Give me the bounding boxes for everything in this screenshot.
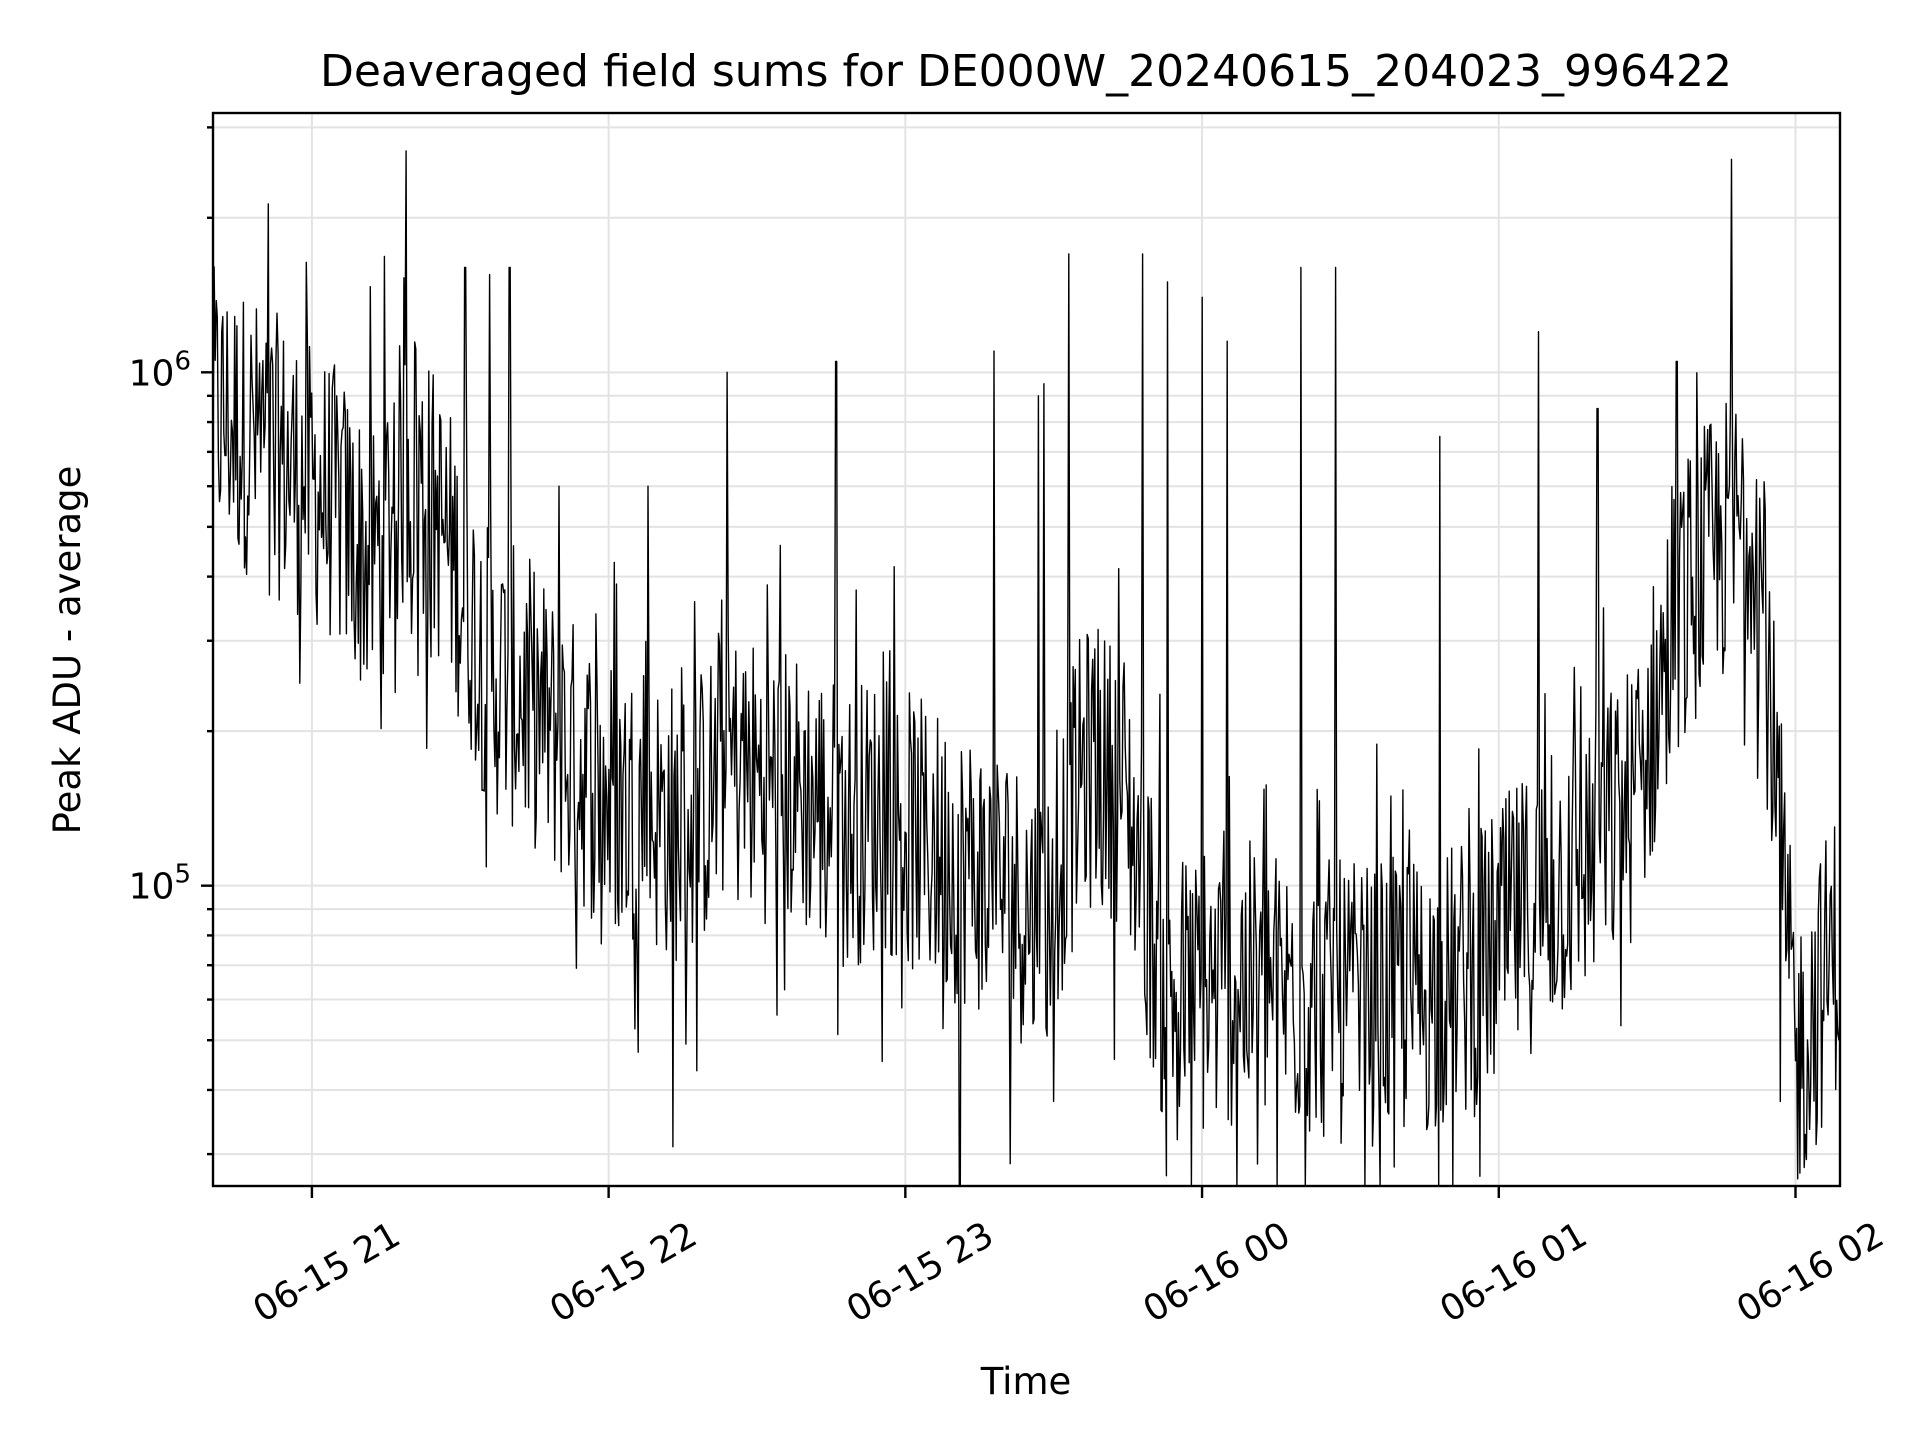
y-axis-label: Peak ADU - average <box>46 466 89 835</box>
chart-title: Deaveraged field sums for DE000W_2024061… <box>320 46 1732 97</box>
plot-frame <box>211 111 1842 1188</box>
grid-layer <box>213 113 1840 1186</box>
y-tick-label: 105 <box>129 860 191 908</box>
y-tick-label: 106 <box>129 346 191 394</box>
x-axis-label: Time <box>980 1360 1072 1403</box>
data-series-line <box>212 150 1841 1187</box>
